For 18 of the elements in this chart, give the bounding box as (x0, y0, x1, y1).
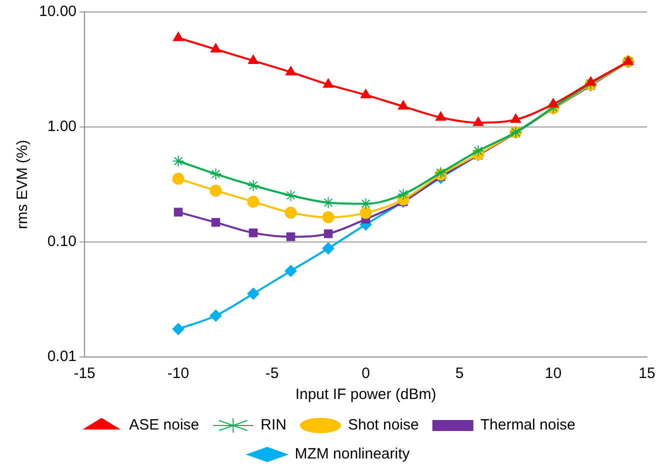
x-tick-label: 0 (362, 365, 370, 382)
legend-label: ASE noise (129, 416, 200, 434)
x-tick-label: -10 (167, 365, 190, 382)
legend-label: MZM nonlinearity (294, 446, 410, 463)
legend-label: Shot noise (348, 416, 419, 434)
y-tick-label: 0.01 (47, 348, 77, 366)
x-axis-title: Input IF power (dBm) (295, 386, 436, 404)
x-tick-label: 10 (544, 365, 562, 382)
y-tick-label: 1.00 (47, 118, 77, 136)
x-tick-label: 15 (638, 365, 656, 382)
y-tick-label: 0.10 (47, 233, 77, 250)
x-tick-label: -5 (265, 365, 279, 382)
x-tick-label: -15 (74, 365, 96, 382)
legend-label: Thermal noise (480, 416, 576, 434)
legend-label: RIN (260, 416, 286, 434)
y-tick-label: 10.00 (38, 3, 77, 20)
y-axis-title: rms EVM (%) (14, 140, 32, 230)
x-tick-label: 5 (455, 365, 464, 382)
